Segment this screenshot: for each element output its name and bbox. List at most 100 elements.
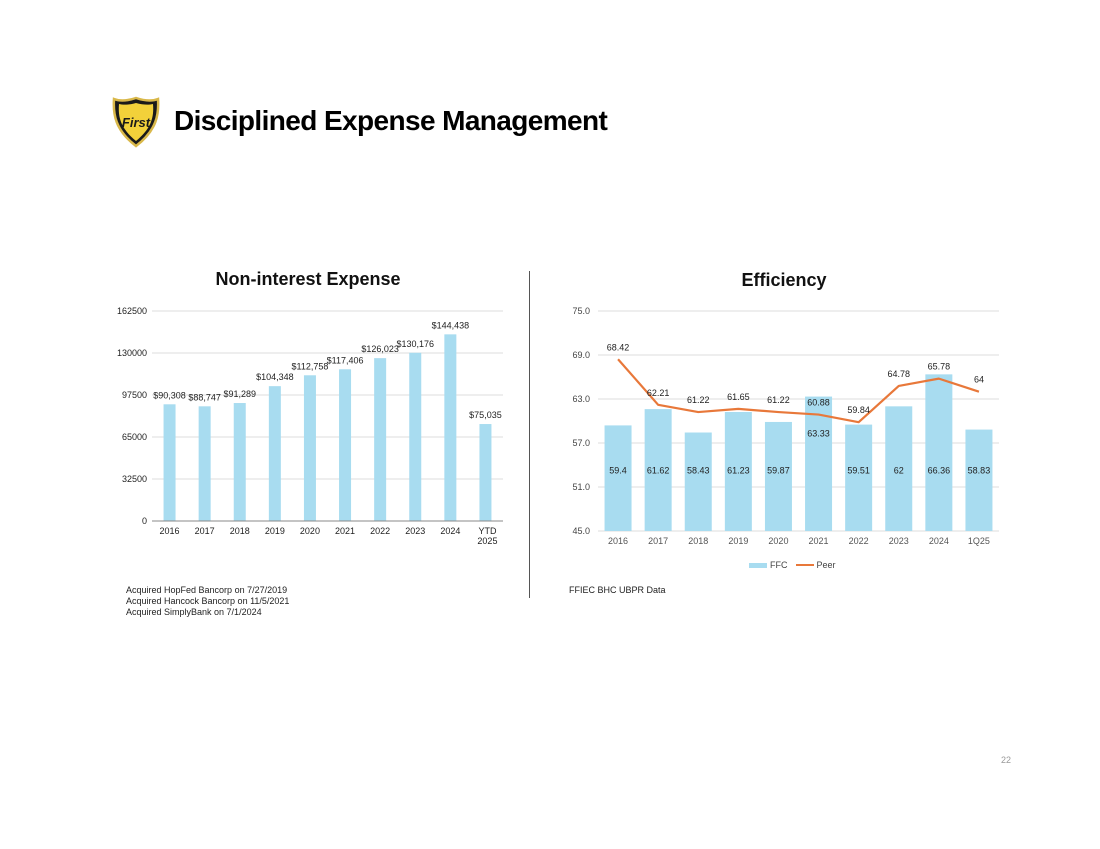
y-tick-label: 97500 bbox=[122, 390, 147, 400]
peer-data-label: 65.78 bbox=[928, 362, 951, 372]
bar bbox=[724, 411, 752, 531]
bar bbox=[233, 403, 246, 521]
bar bbox=[644, 409, 672, 531]
peer-data-label: 60.88 bbox=[807, 398, 830, 408]
data-label: $117,406 bbox=[327, 355, 364, 365]
data-label: $90,308 bbox=[153, 390, 186, 400]
peer-line bbox=[617, 358, 980, 424]
bar bbox=[339, 369, 352, 521]
ffc-data-label: 59.4 bbox=[609, 466, 627, 476]
ffc-data-label: 63.33 bbox=[807, 429, 830, 439]
data-label: $88,747 bbox=[188, 392, 221, 402]
logo-text: First bbox=[122, 115, 151, 130]
page-title: Disciplined Expense Management bbox=[174, 105, 608, 136]
x-tick-label: 2017 bbox=[648, 536, 668, 546]
data-label: $104,348 bbox=[256, 372, 294, 382]
peer-data-label: 62.21 bbox=[647, 388, 670, 398]
data-label: $130,176 bbox=[396, 339, 434, 349]
bar bbox=[198, 406, 211, 521]
y-tick-label: 69.0 bbox=[572, 350, 590, 360]
x-tick-label: 2023 bbox=[889, 536, 909, 546]
bar bbox=[303, 375, 316, 521]
x-tick-label: 2019 bbox=[265, 526, 285, 536]
ffc-data-label: 58.43 bbox=[687, 466, 710, 476]
legend-swatch-ffc bbox=[749, 562, 767, 568]
ffc-data-label: 62 bbox=[894, 466, 904, 476]
x-tick-label: 2021 bbox=[809, 536, 829, 546]
bar bbox=[965, 429, 993, 531]
footnote: Acquired HopFed Bancorp on 7/27/2019 bbox=[126, 585, 288, 595]
peer-data-label: 61.22 bbox=[687, 395, 710, 405]
x-tick-label: 2019 bbox=[728, 536, 748, 546]
x-tick-label: 2016 bbox=[160, 526, 180, 536]
noninterest-expense-chart-title: Non-interest Expense bbox=[215, 269, 401, 289]
bar bbox=[845, 424, 873, 531]
legend-item-peer: Peer bbox=[795, 560, 836, 570]
peer-data-label: 59.84 bbox=[847, 405, 870, 415]
y-tick-label: 130000 bbox=[117, 348, 147, 358]
x-tick-label: 2025 bbox=[477, 536, 497, 546]
peer-data-label: 68.42 bbox=[607, 342, 630, 352]
ffc-data-label: 59.87 bbox=[767, 466, 790, 476]
y-tick-label: 51.0 bbox=[572, 482, 590, 492]
peer-data-label: 64 bbox=[974, 375, 984, 385]
x-tick-label: 2017 bbox=[195, 526, 215, 536]
legend-item-ffc: FFC bbox=[749, 560, 788, 570]
efficiency-chart-title: Efficiency bbox=[741, 270, 827, 290]
x-tick-label: 2022 bbox=[370, 526, 390, 536]
bar bbox=[163, 404, 176, 521]
bar bbox=[805, 396, 833, 531]
ffc-data-label: 66.36 bbox=[928, 466, 951, 476]
bar bbox=[604, 425, 632, 531]
x-tick-label: YTD bbox=[478, 526, 497, 536]
legend-label-ffc: FFC bbox=[770, 560, 788, 570]
legend-swatch-peer bbox=[795, 564, 814, 566]
peer-data-label: 61.22 bbox=[767, 395, 790, 405]
x-tick-label: 2021 bbox=[335, 526, 355, 536]
bar bbox=[925, 374, 953, 531]
y-tick-label: 45.0 bbox=[572, 526, 590, 536]
legend-label-peer: Peer bbox=[816, 560, 836, 570]
y-tick-label: 75.0 bbox=[572, 306, 590, 316]
source-note: FFIEC BHC UBPR Data bbox=[569, 585, 666, 595]
bar bbox=[764, 421, 792, 531]
y-tick-label: 0 bbox=[142, 516, 147, 526]
footnote: Acquired SimplyBank on 7/1/2024 bbox=[126, 607, 262, 617]
bar bbox=[268, 386, 281, 521]
ffc-data-label: 59.51 bbox=[847, 466, 870, 476]
x-tick-label: 2020 bbox=[768, 536, 788, 546]
data-label: $91,289 bbox=[223, 389, 256, 399]
y-tick-label: 63.0 bbox=[572, 394, 590, 404]
bar bbox=[885, 406, 913, 531]
x-tick-label: 1Q25 bbox=[968, 536, 990, 546]
y-tick-label: 57.0 bbox=[572, 438, 590, 448]
page-number: 22 bbox=[1001, 755, 1012, 765]
acquisition-footnotes: Acquired HopFed Bancorp on 7/27/2019 Acq… bbox=[126, 585, 289, 618]
x-tick-label: 2018 bbox=[230, 526, 250, 536]
x-tick-label: 2020 bbox=[300, 526, 320, 536]
bar bbox=[479, 424, 492, 521]
bar bbox=[684, 432, 712, 531]
x-tick-label: 2024 bbox=[440, 526, 460, 536]
y-tick-label: 65000 bbox=[122, 432, 147, 442]
x-tick-label: 2016 bbox=[608, 536, 628, 546]
bar bbox=[409, 352, 422, 521]
ffc-data-label: 61.23 bbox=[727, 466, 750, 476]
peer-data-label: 64.78 bbox=[887, 369, 910, 379]
ffc-data-label: 58.83 bbox=[968, 466, 991, 476]
bar bbox=[374, 358, 387, 521]
x-tick-label: 2023 bbox=[405, 526, 425, 536]
company-logo: First bbox=[112, 96, 160, 148]
data-label: $112,758 bbox=[292, 361, 329, 371]
peer-data-label: 61.65 bbox=[727, 392, 750, 402]
chart-divider bbox=[529, 271, 530, 598]
y-tick-label: 162500 bbox=[117, 306, 147, 316]
x-tick-label: 2022 bbox=[849, 536, 869, 546]
x-tick-label: 2018 bbox=[688, 536, 708, 546]
ffc-data-label: 61.62 bbox=[647, 466, 670, 476]
bar bbox=[444, 334, 457, 521]
efficiency-legend: FFC Peer bbox=[749, 560, 844, 570]
data-label: $144,438 bbox=[432, 320, 470, 330]
